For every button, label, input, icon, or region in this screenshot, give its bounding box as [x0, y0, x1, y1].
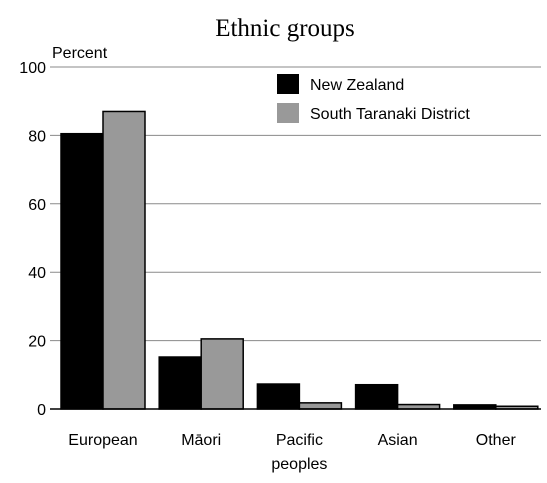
bar-south-taranaki-0: [102, 110, 146, 410]
y-axis-ticks: 0 20 40 60 80 100: [19, 60, 46, 419]
y-tick-label: 0: [37, 402, 46, 419]
legend-swatch: [277, 103, 299, 123]
bar-new-zealand-0: [60, 132, 104, 410]
x-axis-labels: European Māori Pacific peoples Asian Other: [68, 432, 516, 473]
y-axis-label: Percent: [52, 45, 108, 62]
y-tick-label: 80: [28, 128, 46, 145]
bar-new-zealand-1: [158, 356, 202, 410]
bar-south-taranaki-2: [298, 402, 343, 410]
y-tick-label: 40: [28, 265, 46, 282]
legend-label: South Taranaki District: [310, 106, 470, 123]
bar-new-zealand-2: [256, 383, 301, 410]
bar-south-taranaki-1: [200, 338, 244, 410]
x-tick-label: Other: [476, 432, 517, 449]
x-tick-label: Asian: [378, 432, 418, 449]
x-tick-label: Māori: [181, 432, 221, 449]
x-tick-label: European: [68, 432, 137, 449]
chart-title: Ethnic groups: [215, 15, 355, 42]
legend-swatch: [277, 74, 299, 94]
x-tick-label: peoples: [271, 456, 327, 473]
bar-new-zealand-3: [354, 383, 399, 410]
bars: [60, 110, 539, 410]
legend-label: New Zealand: [310, 77, 404, 94]
y-tick-label: 20: [28, 334, 46, 351]
x-tick-label: Pacific: [276, 432, 323, 449]
y-tick-label: 100: [19, 60, 46, 77]
y-tick-label: 60: [28, 197, 46, 214]
legend: New Zealand South Taranaki District: [277, 74, 470, 123]
